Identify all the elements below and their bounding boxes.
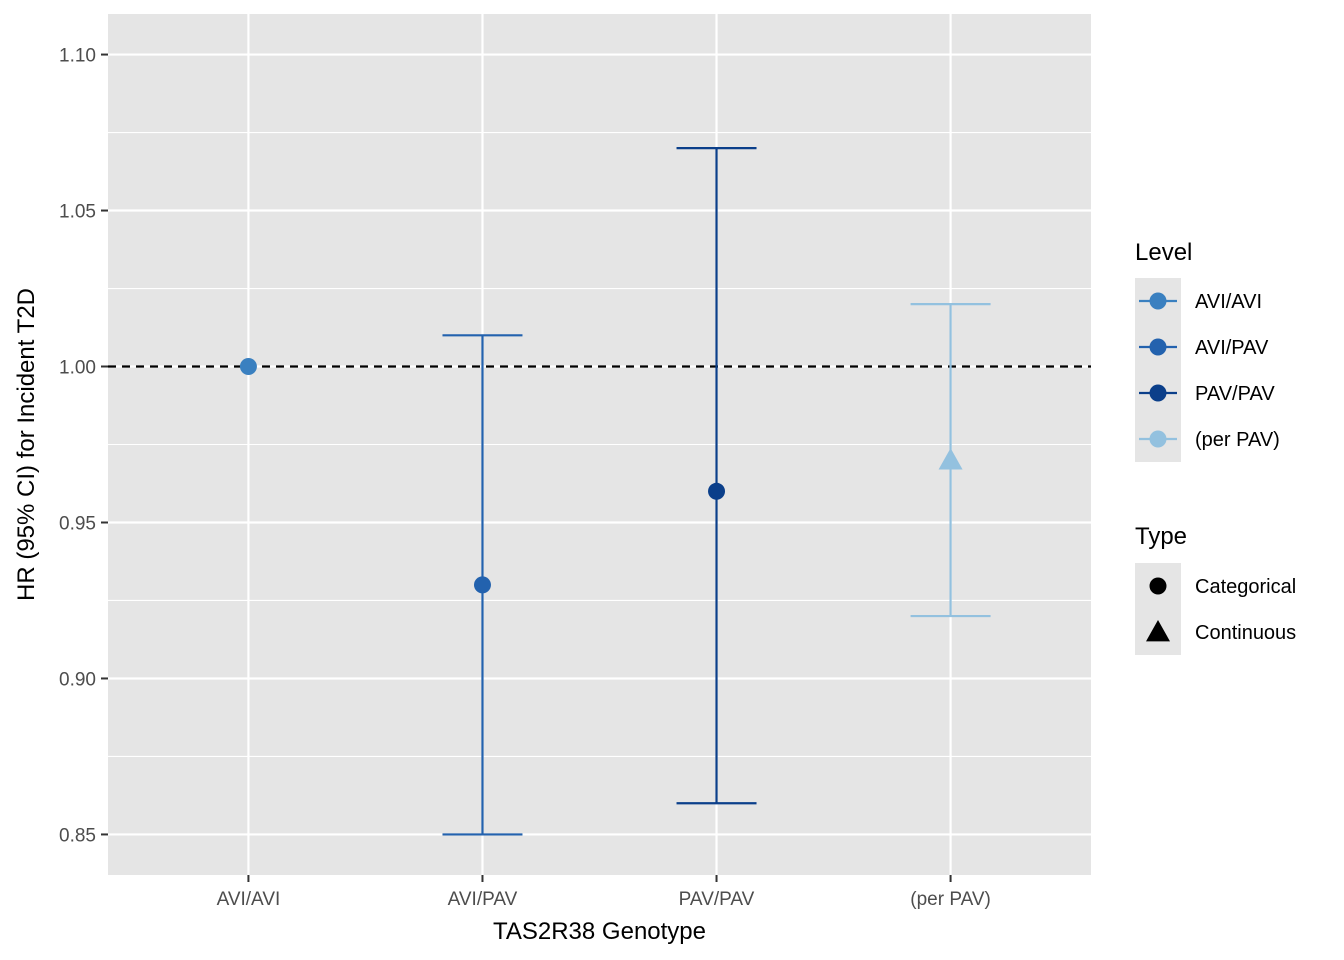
legend-level: Level AVI/AVI AVI/PAV PAV/PAV (per PAV)	[1135, 239, 1280, 462]
data-point-1	[473, 576, 491, 594]
x-axis-title: TAS2R38 Genotype	[493, 918, 706, 945]
y-tick-label: 1.00	[59, 358, 96, 379]
legend-level-label: AVI/PAV	[1195, 337, 1269, 359]
legend-level-key-point	[1149, 338, 1167, 356]
grid-minor	[108, 131, 1091, 758]
y-tick-label: 0.85	[59, 825, 96, 846]
data-points	[239, 358, 963, 594]
legend-level-key-point	[1149, 384, 1167, 402]
legend-level-label: AVI/AVI	[1195, 291, 1262, 313]
x-tick-label: (per PAV)	[910, 889, 991, 910]
legend-level-key-point	[1149, 292, 1167, 310]
x-tick-label: AVI/AVI	[217, 889, 281, 910]
legend-level-title: Level	[1135, 239, 1192, 266]
legend-type-key-triangle	[1146, 620, 1170, 642]
legend-level-keys: AVI/AVI AVI/PAV PAV/PAV (per PAV)	[1139, 291, 1280, 451]
y-tick-label: 0.95	[59, 513, 96, 534]
y-tick-label: 1.05	[59, 202, 96, 223]
legend-type-key-circle	[1149, 577, 1167, 595]
y-axis-ticks: 0.85 0.90 0.95 1.00 1.05 1.10	[59, 46, 108, 846]
x-tick-label: PAV/PAV	[679, 889, 755, 910]
legend-level-key-point	[1149, 430, 1167, 448]
legend-level-label: PAV/PAV	[1195, 383, 1275, 405]
legend-type: Type Categorical Continuous	[1135, 523, 1296, 655]
legend-type-label: Continuous	[1195, 622, 1296, 644]
y-tick-label: 0.90	[59, 669, 96, 690]
legend-type-label: Categorical	[1195, 576, 1296, 598]
legend-type-keys: Categorical Continuous	[1146, 576, 1296, 644]
data-point-2	[708, 482, 726, 500]
y-tick-label: 1.10	[59, 46, 96, 67]
legend-level-label: (per PAV)	[1195, 429, 1280, 451]
data-point-3	[938, 448, 963, 470]
data-point-0	[239, 358, 257, 376]
legend-type-title: Type	[1135, 523, 1187, 550]
y-axis-title: HR (95% CI) for Incident T2D	[13, 288, 40, 601]
x-tick-label: AVI/PAV	[448, 889, 518, 910]
x-axis-ticks: AVI/AVI AVI/PAV PAV/PAV (per PAV)	[217, 875, 991, 910]
